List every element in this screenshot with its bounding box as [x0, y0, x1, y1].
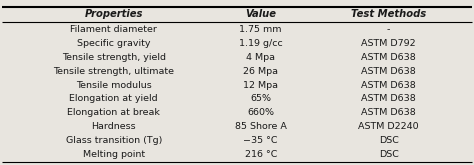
Text: Tensile modulus: Tensile modulus: [76, 81, 152, 90]
Text: Glass transition (Tg): Glass transition (Tg): [65, 136, 162, 145]
Text: -: -: [387, 25, 391, 34]
Text: −35 °C: −35 °C: [244, 136, 278, 145]
Text: 660%: 660%: [247, 108, 274, 117]
Text: ASTM D638: ASTM D638: [361, 108, 416, 117]
Text: Elongation at break: Elongation at break: [67, 108, 160, 117]
Text: Elongation at yield: Elongation at yield: [70, 94, 158, 103]
Text: ASTM D638: ASTM D638: [361, 66, 416, 76]
Text: Filament diameter: Filament diameter: [70, 25, 157, 34]
Text: Hardness: Hardness: [91, 122, 136, 131]
Text: 4 Mpa: 4 Mpa: [246, 53, 275, 62]
Text: ASTM D2240: ASTM D2240: [358, 122, 419, 131]
Text: 216 °C: 216 °C: [245, 150, 277, 159]
Text: Tensile strength, yield: Tensile strength, yield: [62, 53, 166, 62]
Text: 65%: 65%: [250, 94, 271, 103]
Text: ASTM D792: ASTM D792: [361, 39, 416, 48]
Text: Properties: Properties: [84, 9, 143, 19]
Text: DSC: DSC: [379, 136, 399, 145]
Text: Tensile strength, ultimate: Tensile strength, ultimate: [53, 66, 174, 76]
Text: 26 Mpa: 26 Mpa: [243, 66, 278, 76]
Text: ASTM D638: ASTM D638: [361, 81, 416, 90]
Text: DSC: DSC: [379, 150, 399, 159]
Text: ASTM D638: ASTM D638: [361, 94, 416, 103]
Text: 1.19 g/cc: 1.19 g/cc: [239, 39, 283, 48]
Text: 1.75 mm: 1.75 mm: [239, 25, 282, 34]
Text: Specific gravity: Specific gravity: [77, 39, 151, 48]
Text: 85 Shore A: 85 Shore A: [235, 122, 287, 131]
Text: Value: Value: [245, 9, 276, 19]
Text: 12 Mpa: 12 Mpa: [243, 81, 278, 90]
Text: Melting point: Melting point: [82, 150, 145, 159]
Text: Test Methods: Test Methods: [351, 9, 426, 19]
Text: ASTM D638: ASTM D638: [361, 53, 416, 62]
